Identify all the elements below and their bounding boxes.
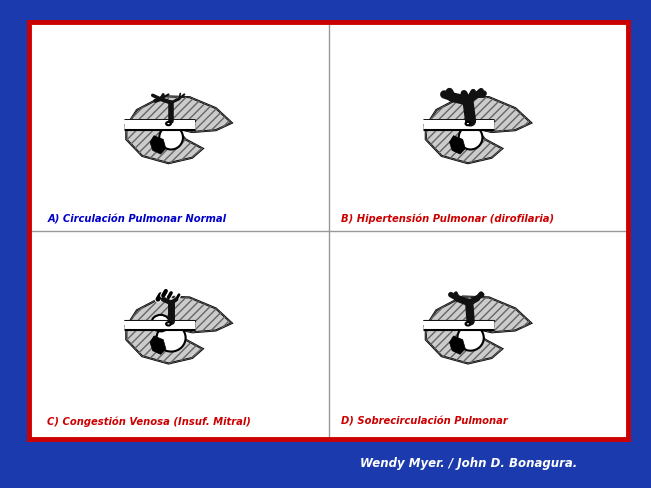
Polygon shape xyxy=(126,96,232,163)
Ellipse shape xyxy=(157,324,186,351)
Ellipse shape xyxy=(151,315,170,331)
Polygon shape xyxy=(126,297,232,364)
Ellipse shape xyxy=(159,125,183,149)
Text: A) Circulación Pulmonar Normal: A) Circulación Pulmonar Normal xyxy=(48,214,227,224)
Ellipse shape xyxy=(458,325,484,351)
Text: D) Sobrecirculación Pulmonar: D) Sobrecirculación Pulmonar xyxy=(340,417,508,427)
Polygon shape xyxy=(150,336,166,354)
Circle shape xyxy=(166,122,171,125)
Text: C) Congestión Venosa (Insuf. Mitral): C) Congestión Venosa (Insuf. Mitral) xyxy=(48,416,251,427)
Polygon shape xyxy=(150,136,166,154)
Circle shape xyxy=(465,122,470,125)
Circle shape xyxy=(166,322,171,325)
Polygon shape xyxy=(426,96,531,163)
Text: Wendy Myer. / John D. Bonagura.: Wendy Myer. / John D. Bonagura. xyxy=(360,457,577,470)
Ellipse shape xyxy=(459,125,482,149)
Polygon shape xyxy=(449,336,465,354)
Circle shape xyxy=(465,322,470,325)
Text: B) Hipertensión Pulmonar (dirofilaria): B) Hipertensión Pulmonar (dirofilaria) xyxy=(340,214,554,224)
Polygon shape xyxy=(449,136,465,154)
Polygon shape xyxy=(426,297,531,364)
